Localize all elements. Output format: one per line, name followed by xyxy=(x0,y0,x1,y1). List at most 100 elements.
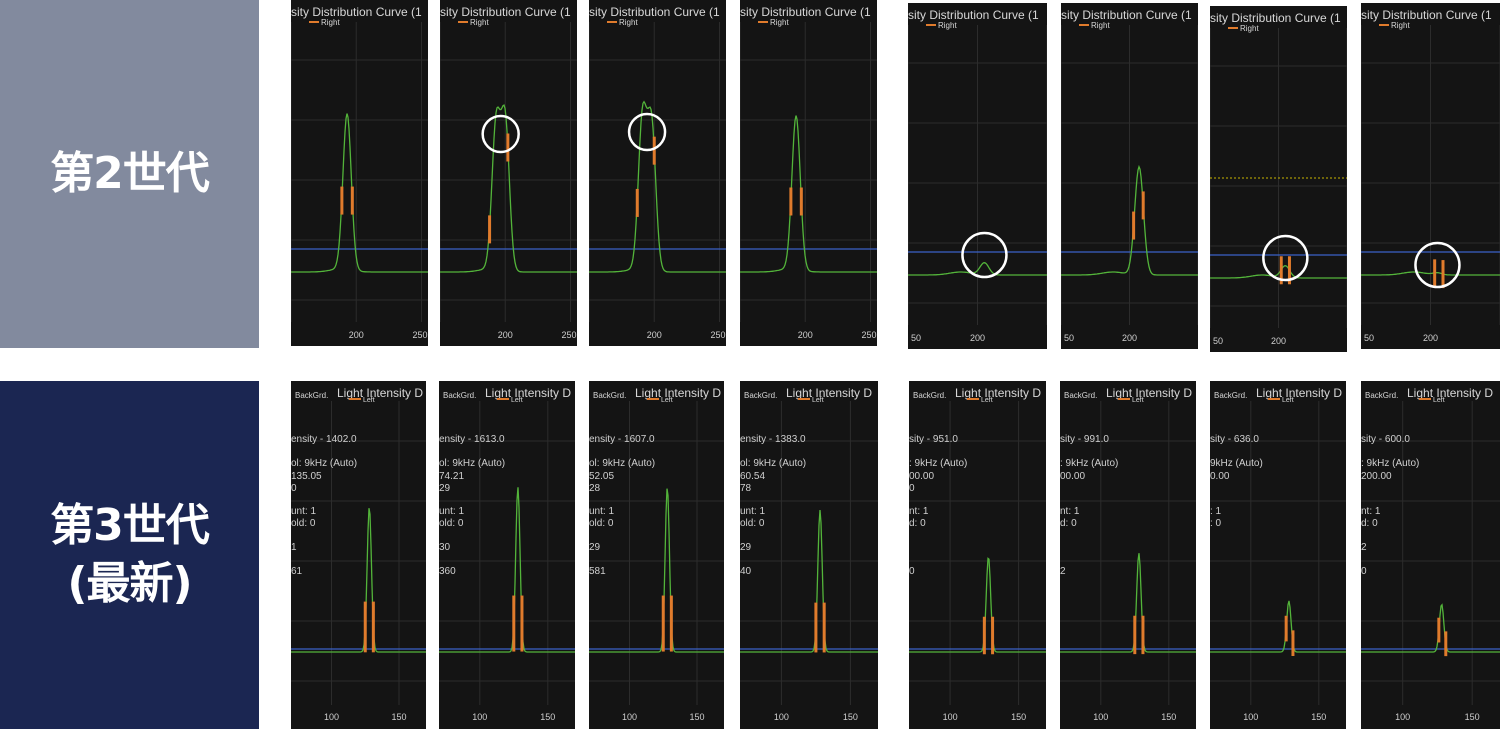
x-tick-label: 100 xyxy=(622,712,637,722)
chart-title: Light Intensity D xyxy=(1106,386,1192,400)
x-tick-label: 200 xyxy=(1271,336,1286,346)
legend-backgrd: BackGrd. xyxy=(443,391,476,400)
legend-label: Left xyxy=(511,397,523,404)
x-tick-label: 200 xyxy=(798,330,813,340)
info-line-2: ol: 9kHz (Auto) xyxy=(439,458,505,469)
info-line-3: 135.05 xyxy=(291,471,322,482)
curve-line xyxy=(1060,553,1196,653)
legend-label: Right xyxy=(938,21,957,30)
legend-label: Left xyxy=(661,397,673,404)
info-line-4: 0 xyxy=(909,483,915,494)
legend-label: Left xyxy=(1433,397,1445,404)
info-line-7: 30 xyxy=(439,542,451,553)
highlight-circle xyxy=(1414,241,1461,289)
info-line-4: 29 xyxy=(439,483,451,494)
info-line-8: 0 xyxy=(909,566,915,577)
info-line-5: unt: 1 xyxy=(740,506,765,517)
info-line-1: ensity - 1613.0 xyxy=(439,434,505,445)
legend-label: Right xyxy=(1091,21,1110,30)
info-line-1: sity - 600.0 xyxy=(1361,434,1410,445)
x-tick-label: 50 xyxy=(911,333,921,343)
legend-backgrd: BackGrd. xyxy=(744,391,777,400)
chart-title: sity Distribution Curve (1 xyxy=(1061,8,1192,22)
x-tick-label: 250 xyxy=(710,330,725,340)
gen3-panel-7: BackGrd. Light Intensity D Left sity - 636.… xyxy=(1210,381,1346,729)
x-tick-label: 50 xyxy=(1213,336,1223,346)
info-line-5: nt: 1 xyxy=(1060,506,1080,517)
info-line-8: 40 xyxy=(740,566,752,577)
info-line-1: sity - 991.0 xyxy=(1060,434,1109,445)
info-line-5: unt: 1 xyxy=(291,506,316,517)
info-line-7: 29 xyxy=(740,542,752,553)
info-line-1: ensity - 1607.0 xyxy=(589,434,655,445)
gen2-panel-1: sity Distribution Curve (1 Right 200 250 xyxy=(291,0,428,346)
x-tick-label: 100 xyxy=(774,712,789,722)
x-tick-label: 150 xyxy=(1465,712,1480,722)
chart-title: sity Distribution Curve (1 xyxy=(1210,11,1341,25)
x-tick-label: 100 xyxy=(324,712,339,722)
curve-line xyxy=(439,487,575,653)
info-line-5: nt: 1 xyxy=(909,506,929,517)
x-tick-label: 200 xyxy=(1122,333,1137,343)
gen2-row-label: 第2世代 xyxy=(0,0,259,348)
info-line-7: 29 xyxy=(589,542,601,553)
info-line-1: sity - 636.0 xyxy=(1210,434,1259,445)
chart-title: sity Distribution Curve (1 xyxy=(1361,8,1492,22)
curve-line xyxy=(291,508,426,653)
info-line-8: 360 xyxy=(439,566,456,577)
legend-label: Right xyxy=(619,18,638,27)
highlight-circle xyxy=(1262,234,1309,282)
x-tick-label: 200 xyxy=(647,330,662,340)
highlight-circle xyxy=(627,112,667,152)
gen3-label-text: 第3世代 (最新) xyxy=(50,500,210,609)
info-line-5: : 1 xyxy=(1210,506,1222,517)
gen3-panel-6: BackGrd. Light Intensity D Left sity - 991.… xyxy=(1060,381,1196,729)
info-line-6: d: 0 xyxy=(909,518,926,529)
info-line-8: 61 xyxy=(291,566,303,577)
legend-label: Left xyxy=(1132,397,1144,404)
chart-title: sity Distribution Curve (1 xyxy=(291,5,422,19)
info-line-5: unt: 1 xyxy=(439,506,464,517)
info-line-4: 78 xyxy=(740,483,752,494)
info-line-6: old: 0 xyxy=(740,518,765,529)
info-line-2: : 9kHz (Auto) xyxy=(1361,458,1419,469)
info-line-2: ol: 9kHz (Auto) xyxy=(589,458,655,469)
legend-label: Right xyxy=(770,18,789,27)
gen2-panel-4: sity Distribution Curve (1 Right 200 250 xyxy=(740,0,877,346)
gen2-panel-3: sity Distribution Curve (1 Right 200 250 xyxy=(589,0,726,346)
curve-line xyxy=(740,510,878,653)
info-line-3: 52.05 xyxy=(589,471,614,482)
info-line-8: 0 xyxy=(1361,566,1367,577)
x-tick-label: 150 xyxy=(540,712,555,722)
x-tick-label: 200 xyxy=(970,333,985,343)
info-line-5: nt: 1 xyxy=(1361,506,1381,517)
info-line-6: d: 0 xyxy=(1060,518,1077,529)
info-line-3: 0.00 xyxy=(1210,471,1230,482)
gen2-panel-6: sity Distribution Curve (1 Right 50 200 xyxy=(1061,3,1198,349)
curve-line xyxy=(589,488,724,653)
legend-backgrd: BackGrd. xyxy=(295,391,328,400)
info-line-6: old: 0 xyxy=(291,518,316,529)
curve-line xyxy=(589,100,726,273)
x-tick-label: 150 xyxy=(1161,712,1176,722)
chart-title: Light Intensity D xyxy=(1407,386,1493,400)
chart-title: Light Intensity D xyxy=(786,386,872,400)
x-tick-label: 250 xyxy=(861,330,876,340)
x-tick-label: 150 xyxy=(1311,712,1326,722)
gen3-panel-8: BackGrd. Light Intensity D Left sity - 600.… xyxy=(1361,381,1500,729)
legend-backgrd: BackGrd. xyxy=(1064,391,1097,400)
gen3-panel-3: BackGrd. Light Intensity D Left ensity - 16… xyxy=(589,381,724,729)
x-tick-label: 150 xyxy=(843,712,858,722)
info-line-2: : 9kHz (Auto) xyxy=(909,458,967,469)
x-tick-label: 100 xyxy=(1395,712,1410,722)
gen3-panel-1: BackGrd. Light Intensity D Left ensity - 14… xyxy=(291,381,426,729)
info-line-6: d: 0 xyxy=(1361,518,1378,529)
curve-line xyxy=(909,557,1046,653)
